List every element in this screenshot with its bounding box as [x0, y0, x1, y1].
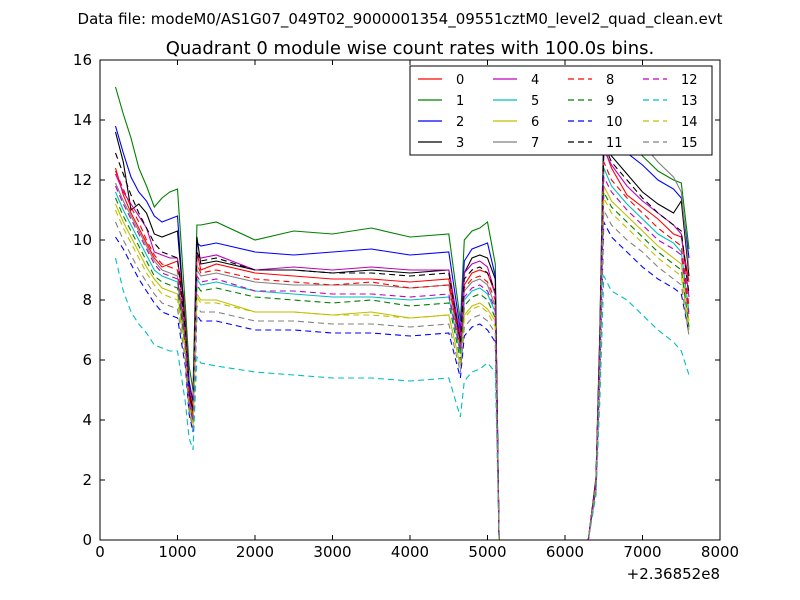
- series-line-11: [114, 143, 690, 541]
- y-tick-label: 2: [82, 471, 92, 489]
- x-tick-label: 4000: [391, 543, 429, 561]
- chart-suptitle: Data file: modeM0/AS1G07_049T02_90000013…: [78, 10, 723, 29]
- x-offset-label: +2.36852e8: [627, 565, 720, 583]
- x-axis: 0 1000 2000 3000 4000 5000 6000 7000 8000: [95, 60, 739, 561]
- legend-label-2: 2: [456, 115, 464, 130]
- legend-label-0: 0: [456, 73, 464, 88]
- legend-label-3: 3: [456, 136, 464, 151]
- x-tick-label: 3000: [313, 543, 351, 561]
- y-tick-label: 10: [73, 231, 92, 249]
- legend-frame: [409, 65, 713, 156]
- y-tick-label: 14: [73, 111, 92, 129]
- y-tick-label: 4: [82, 411, 92, 429]
- legend-label-8: 8: [606, 73, 614, 88]
- series-line-15: [114, 209, 690, 541]
- legend-label-11: 11: [606, 136, 623, 151]
- chart-title: Quadrant 0 module wise count rates with …: [166, 38, 655, 59]
- legend-label-10: 10: [606, 115, 623, 130]
- series-line-5: [114, 167, 690, 541]
- x-tick-label: 1000: [158, 543, 196, 561]
- legend-label-15: 15: [681, 136, 698, 151]
- legend-label-6: 6: [531, 115, 539, 130]
- series-line-10: [115, 221, 690, 541]
- x-tick-label: 7000: [623, 543, 661, 561]
- y-tick-label: 6: [82, 351, 92, 369]
- series-line-4: [114, 149, 690, 541]
- legend-label-7: 7: [531, 136, 539, 151]
- series-line-6: [114, 185, 690, 541]
- legend-label-1: 1: [456, 94, 464, 109]
- x-tick-label: 2000: [236, 543, 274, 561]
- series-line-12: [114, 176, 690, 541]
- y-tick-label: 12: [73, 171, 92, 189]
- legend-label-13: 13: [681, 94, 698, 109]
- x-tick-label: 5000: [468, 543, 506, 561]
- series-line-13: [114, 257, 690, 541]
- series-line-9: [114, 191, 690, 541]
- legend-label-9: 9: [606, 94, 614, 109]
- x-tick-label: 0: [95, 543, 105, 561]
- legend-label-14: 14: [681, 115, 698, 130]
- legend-label-12: 12: [681, 73, 698, 88]
- series-line-14: [114, 197, 690, 541]
- legend-label-5: 5: [531, 94, 539, 109]
- x-tick-label: 6000: [546, 543, 584, 561]
- y-tick-label: 16: [73, 51, 92, 69]
- y-tick-label: 8: [82, 291, 92, 309]
- series-line-8: [114, 161, 690, 541]
- y-tick-label: 0: [82, 531, 92, 549]
- legend-label-4: 4: [531, 73, 539, 88]
- x-tick-label: 8000: [701, 543, 739, 561]
- plot-lines: [114, 86, 690, 541]
